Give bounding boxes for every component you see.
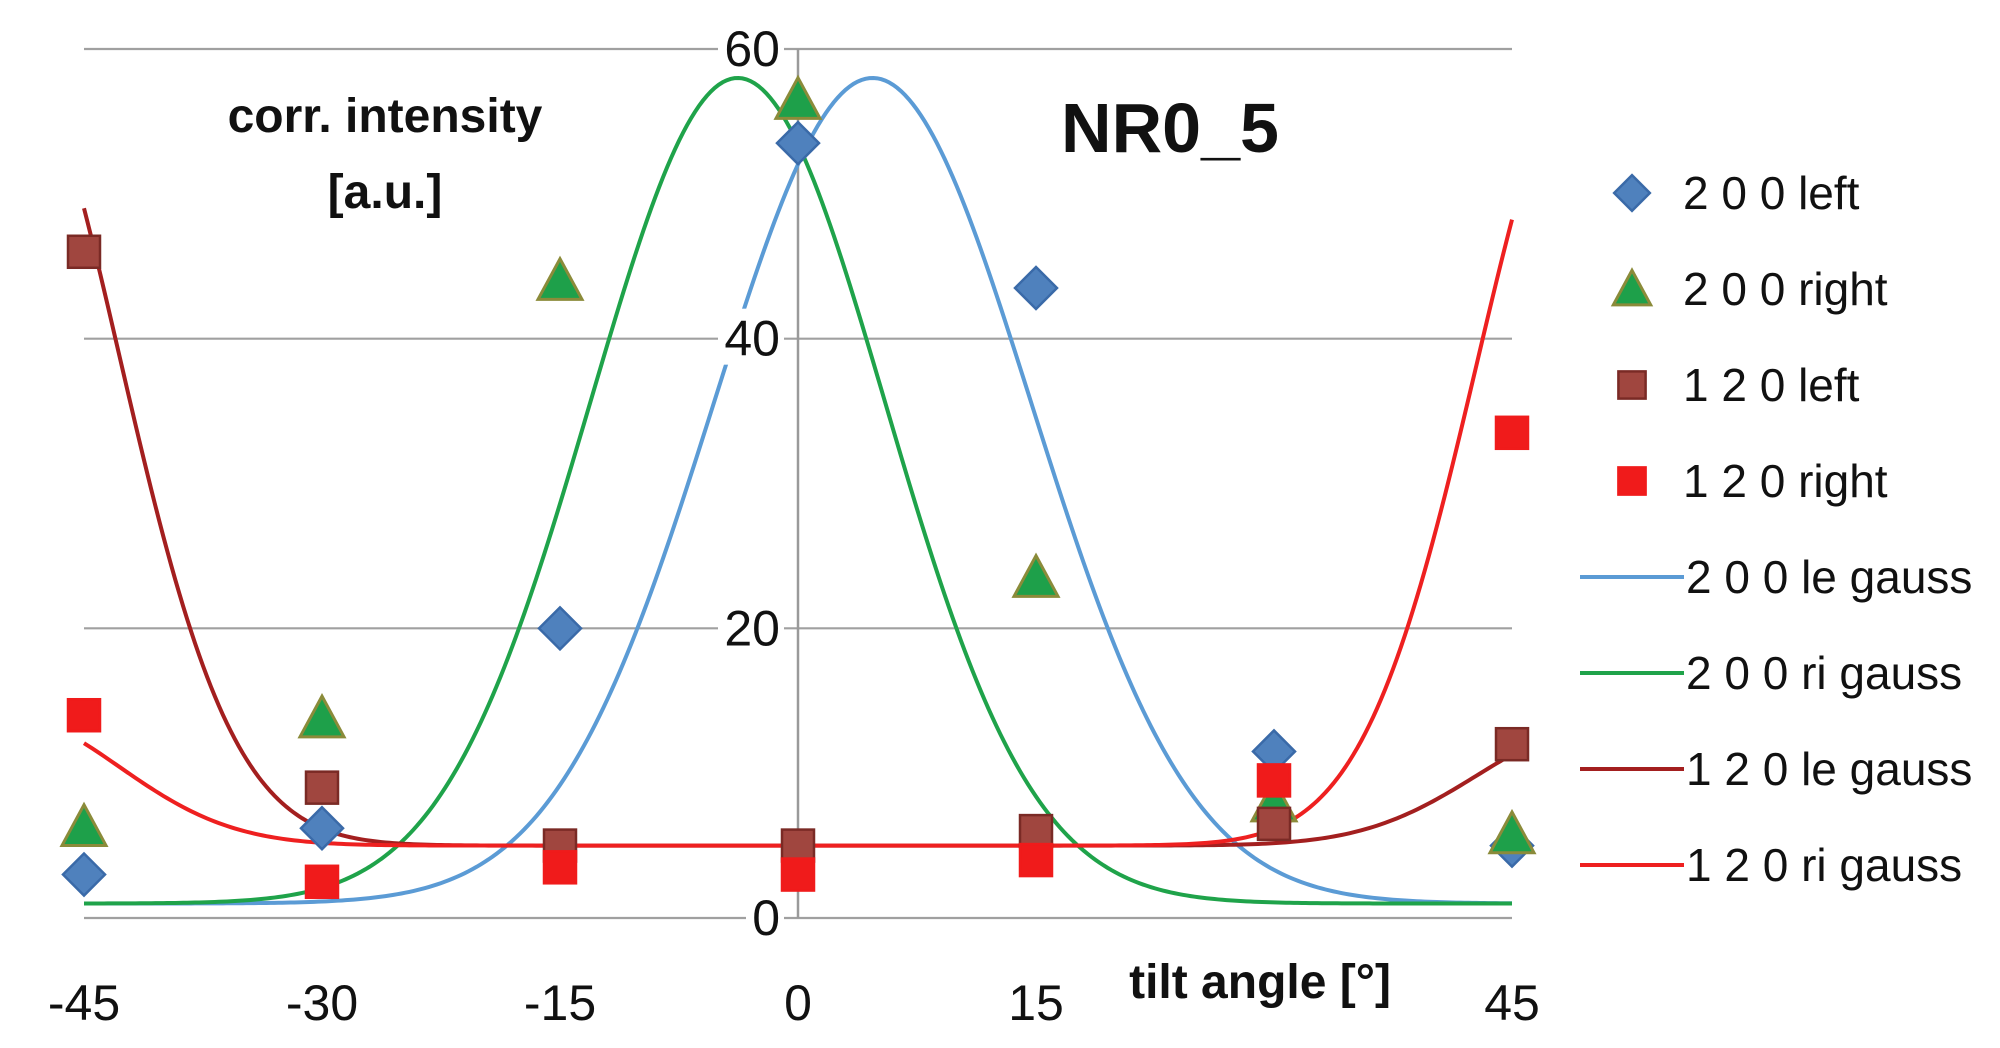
data-points <box>59 74 1537 900</box>
y-axis-label-line-2: [a.u.] <box>328 166 443 219</box>
point-1-2-0-right <box>1256 763 1292 798</box>
legend-marker-2-0-0-right <box>1610 267 1654 307</box>
point-1-2-0-left <box>304 770 340 805</box>
point-1-2-0-right <box>304 864 340 900</box>
legend: 2 0 0 left 2 0 0 right 1 2 0 left 1 2 0 rig… <box>1580 167 1972 891</box>
point-1-2-0-right <box>1494 415 1530 451</box>
legend-label-2-0-0-le-gauss: 2 0 0 le gauss <box>1686 551 1972 603</box>
point-2-0-0-right <box>1011 552 1061 598</box>
x-tick-label--30: -30 <box>286 975 358 1031</box>
legend-marker-1-2-0-right <box>1617 466 1647 496</box>
x-tick-label--45: -45 <box>48 975 120 1031</box>
y-tick-background <box>718 598 784 655</box>
legend-label-2-0-0-ri-gauss: 2 0 0 ri gauss <box>1686 647 1962 699</box>
y-tick-label-60: 60 <box>724 21 780 77</box>
y-axis-label-line-1: corr. intensity <box>228 90 543 143</box>
y-tick-background <box>718 19 784 75</box>
point-1-2-0-right <box>1018 842 1054 878</box>
y-tick-background <box>718 308 784 365</box>
x-tick-label-0: 0 <box>784 975 812 1031</box>
point-2-0-0-left <box>299 805 345 851</box>
point-2-0-0-right <box>535 255 585 301</box>
point-1-2-0-right <box>780 857 816 892</box>
legend-label-2-0-0-left: 2 0 0 left <box>1683 167 1860 219</box>
x-tick-label--15: -15 <box>524 975 596 1031</box>
legend-label-1-2-0-right: 1 2 0 right <box>1683 455 1888 507</box>
point-2-0-0-right <box>773 74 823 120</box>
x-axis-label: tilt angle [°] <box>1129 956 1391 1009</box>
y-tick-label-0: 0 <box>752 890 780 946</box>
point-1-2-0-right <box>66 697 102 733</box>
point-2-0-0-left <box>1013 265 1059 311</box>
legend-label-1-2-0-ri-gauss: 1 2 0 ri gauss <box>1686 839 1962 891</box>
point-1-2-0-left <box>1018 813 1054 849</box>
point-2-0-0-left <box>61 851 107 898</box>
point-2-0-0-left <box>775 120 821 166</box>
x-tick-label-45: 45 <box>1484 975 1540 1031</box>
point-1-2-0-left <box>66 234 102 270</box>
legend-marker-2-0-0-left <box>1612 173 1652 213</box>
y-tick-background <box>746 888 784 944</box>
point-2-0-0-right <box>1487 808 1537 855</box>
point-1-2-0-left <box>1494 726 1530 762</box>
y-tick-label-20: 20 <box>724 600 780 656</box>
point-1-2-0-right <box>542 850 578 885</box>
x-tick-label-15: 15 <box>1008 975 1064 1031</box>
point-2-0-0-right <box>59 801 109 847</box>
point-1-2-0-left <box>1256 806 1292 842</box>
legend-label-1-2-0-left: 1 2 0 left <box>1683 359 1860 411</box>
legend-label-2-0-0-right: 2 0 0 right <box>1683 263 1888 315</box>
chart-title: NR0_5 <box>1061 89 1279 167</box>
point-2-0-0-left <box>537 605 583 652</box>
legend-label-1-2-0-le-gauss: 1 2 0 le gauss <box>1686 743 1972 795</box>
x-tick-labels: -45 -30 -15 0 15 45 <box>48 975 1540 1031</box>
y-tick-label-40: 40 <box>724 311 780 367</box>
point-2-0-0-right <box>297 692 347 739</box>
legend-marker-1-2-0-left <box>1617 370 1647 400</box>
y-tick-labels: 0 20 40 60 <box>718 19 784 946</box>
point-1-2-0-left <box>780 828 816 863</box>
